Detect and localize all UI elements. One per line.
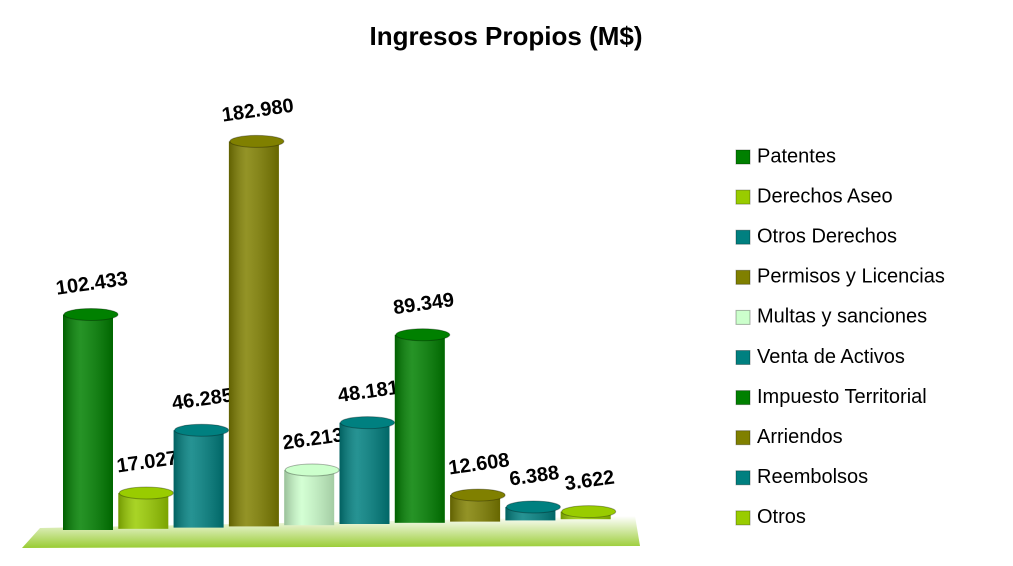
- bar: [339, 416, 395, 524]
- legend-label: Patentes: [757, 145, 836, 167]
- bar: [284, 463, 340, 526]
- bar-shade: [173, 430, 224, 528]
- value-label: 182.980: [220, 95, 295, 127]
- legend-swatch: [735, 350, 751, 365]
- value-label: 6.388: [508, 462, 561, 491]
- bar-shade: [228, 141, 279, 527]
- bar-top: [174, 423, 230, 437]
- legend-swatch: [735, 149, 751, 165]
- bar: [505, 500, 561, 521]
- legend-label: Derechos Aseo: [757, 185, 893, 207]
- bar: [394, 328, 451, 523]
- legend-swatch: [735, 229, 751, 245]
- bar-shade: [118, 492, 169, 529]
- bar-shade: [284, 470, 335, 526]
- legend-label: Venta de Activos: [757, 346, 905, 368]
- value-label: 102.433: [55, 268, 130, 300]
- value-label: 89.349: [392, 289, 456, 319]
- bar-top: [229, 134, 285, 148]
- bar-shade: [339, 422, 390, 524]
- legend-swatch: [735, 269, 751, 285]
- bar: [228, 134, 285, 527]
- bar-top: [561, 505, 617, 519]
- value-label: 46.285: [171, 384, 235, 414]
- legend-swatch: [735, 510, 751, 526]
- legend-swatch: [735, 309, 751, 325]
- value-label: 12.608: [447, 449, 511, 479]
- bar-top: [284, 463, 340, 477]
- bar-top: [340, 416, 395, 430]
- bar-top: [395, 328, 451, 342]
- bar: [173, 423, 230, 528]
- chart-title: Ingresos Propios (M$): [369, 21, 642, 51]
- legend-label: Multas y sanciones: [757, 306, 927, 328]
- bar: [118, 486, 174, 529]
- bar-top: [118, 486, 174, 500]
- legend-label: Otros Derechos: [757, 225, 897, 247]
- legend-label: Reembolsos: [757, 466, 868, 488]
- legend-label: Permisos y Licencias: [757, 266, 945, 288]
- bar-top: [63, 307, 119, 321]
- value-label: 3.622: [563, 466, 616, 495]
- legend-swatch: [735, 189, 751, 205]
- bar: [63, 307, 119, 530]
- value-label: 48.181: [337, 377, 401, 407]
- bar-top: [450, 488, 506, 502]
- bar-shade: [63, 314, 113, 530]
- legend-swatch: [735, 390, 751, 406]
- value-label: 26.213: [281, 424, 345, 454]
- bar: [560, 505, 617, 520]
- floor: [22, 516, 640, 548]
- legend-swatch: [735, 470, 751, 486]
- bar-top: [505, 500, 561, 514]
- legend-label: Impuesto Territorial: [757, 386, 927, 408]
- bar-shade: [394, 334, 445, 523]
- bar: [450, 488, 506, 522]
- legend-swatch: [735, 430, 751, 446]
- legend-label: Arriendos: [757, 426, 843, 448]
- value-label: 17.027: [115, 447, 179, 477]
- legend-label: Otros: [757, 506, 806, 528]
